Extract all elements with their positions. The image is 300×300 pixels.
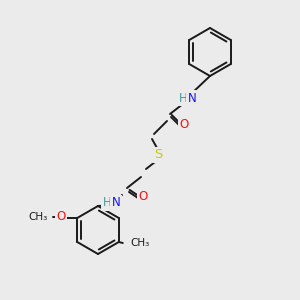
Text: N: N	[188, 92, 196, 104]
Text: O: O	[179, 118, 189, 130]
Text: H: H	[178, 92, 188, 104]
Text: S: S	[154, 148, 162, 161]
Text: O: O	[57, 211, 66, 224]
Text: H: H	[103, 196, 111, 209]
Text: N: N	[112, 196, 120, 209]
Text: CH₃: CH₃	[131, 238, 150, 248]
Text: O: O	[138, 190, 148, 203]
Text: CH₃: CH₃	[28, 212, 47, 222]
